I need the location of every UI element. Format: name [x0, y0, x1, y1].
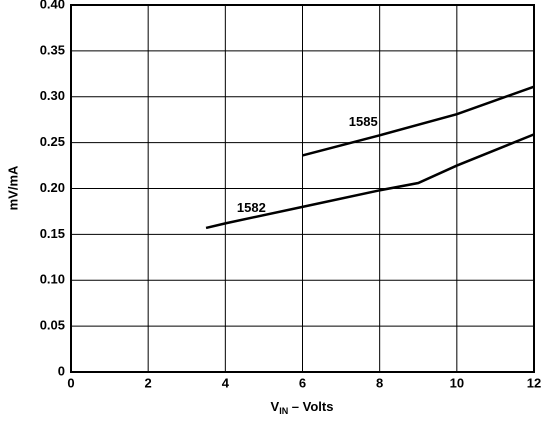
x-tick-label: 0: [67, 375, 74, 390]
y-tick-label: 0.25: [40, 134, 65, 149]
x-label-main: V: [271, 399, 280, 414]
y-tick-label: 0.40: [40, 0, 65, 11]
x-tick-label: 12: [527, 375, 541, 390]
series-line: [302, 85, 535, 157]
series-label: 1585: [349, 114, 378, 129]
x-tick-label: 8: [376, 375, 383, 390]
x-tick-label: 6: [299, 375, 306, 390]
x-axis-label: VIN – Volts: [271, 399, 334, 416]
y-tick-label: 0.30: [40, 88, 65, 103]
x-tick-label: 4: [222, 375, 230, 390]
y-tick-label: 0.35: [40, 42, 65, 57]
y-tick-label: 0: [58, 363, 65, 378]
x-label-sub: IN: [279, 406, 288, 416]
plot-frame: [70, 4, 535, 373]
series-line: [205, 133, 535, 230]
y-tick-label: 0.20: [40, 180, 65, 195]
x-tick-label: 2: [145, 375, 152, 390]
series-label: 1582: [237, 200, 266, 215]
y-tick-label: 0.05: [40, 318, 65, 333]
x-tick-label: 10: [450, 375, 464, 390]
y-tick-label: 0.10: [40, 272, 65, 287]
y-tick-label: 0.15: [40, 226, 65, 241]
y-axis-label: mV/mA: [5, 165, 20, 210]
x-label-rest: – Volts: [288, 399, 333, 414]
